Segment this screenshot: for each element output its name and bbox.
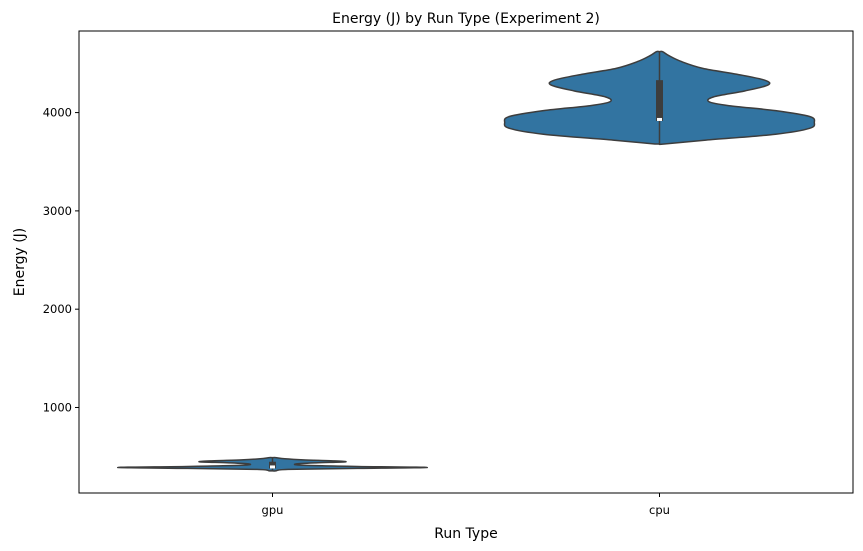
plot-frame [78, 30, 854, 494]
x-axis-label: Run Type [434, 526, 497, 542]
y-tick-label: 4000 [43, 106, 72, 120]
x-axis-ticks: gpu cpu [262, 493, 670, 517]
violins [116, 50, 816, 472]
y-tick-label: 2000 [43, 302, 72, 316]
violin-iqr-gpu [269, 461, 276, 469]
x-tick-label: gpu [262, 503, 284, 517]
y-tick-label: 3000 [43, 204, 72, 218]
x-tick-label: cpu [649, 503, 670, 517]
y-axis-ticks: 1000 2000 3000 4000 [43, 106, 79, 414]
chart-title: Energy (J) by Run Type (Experiment 2) [332, 11, 600, 27]
violin-median-cpu [657, 117, 662, 121]
violin-median-gpu [270, 465, 275, 469]
violin-iqr-cpu [656, 80, 663, 121]
y-tick-label: 1000 [43, 400, 72, 414]
y-axis-label: Energy (J) [12, 228, 28, 297]
